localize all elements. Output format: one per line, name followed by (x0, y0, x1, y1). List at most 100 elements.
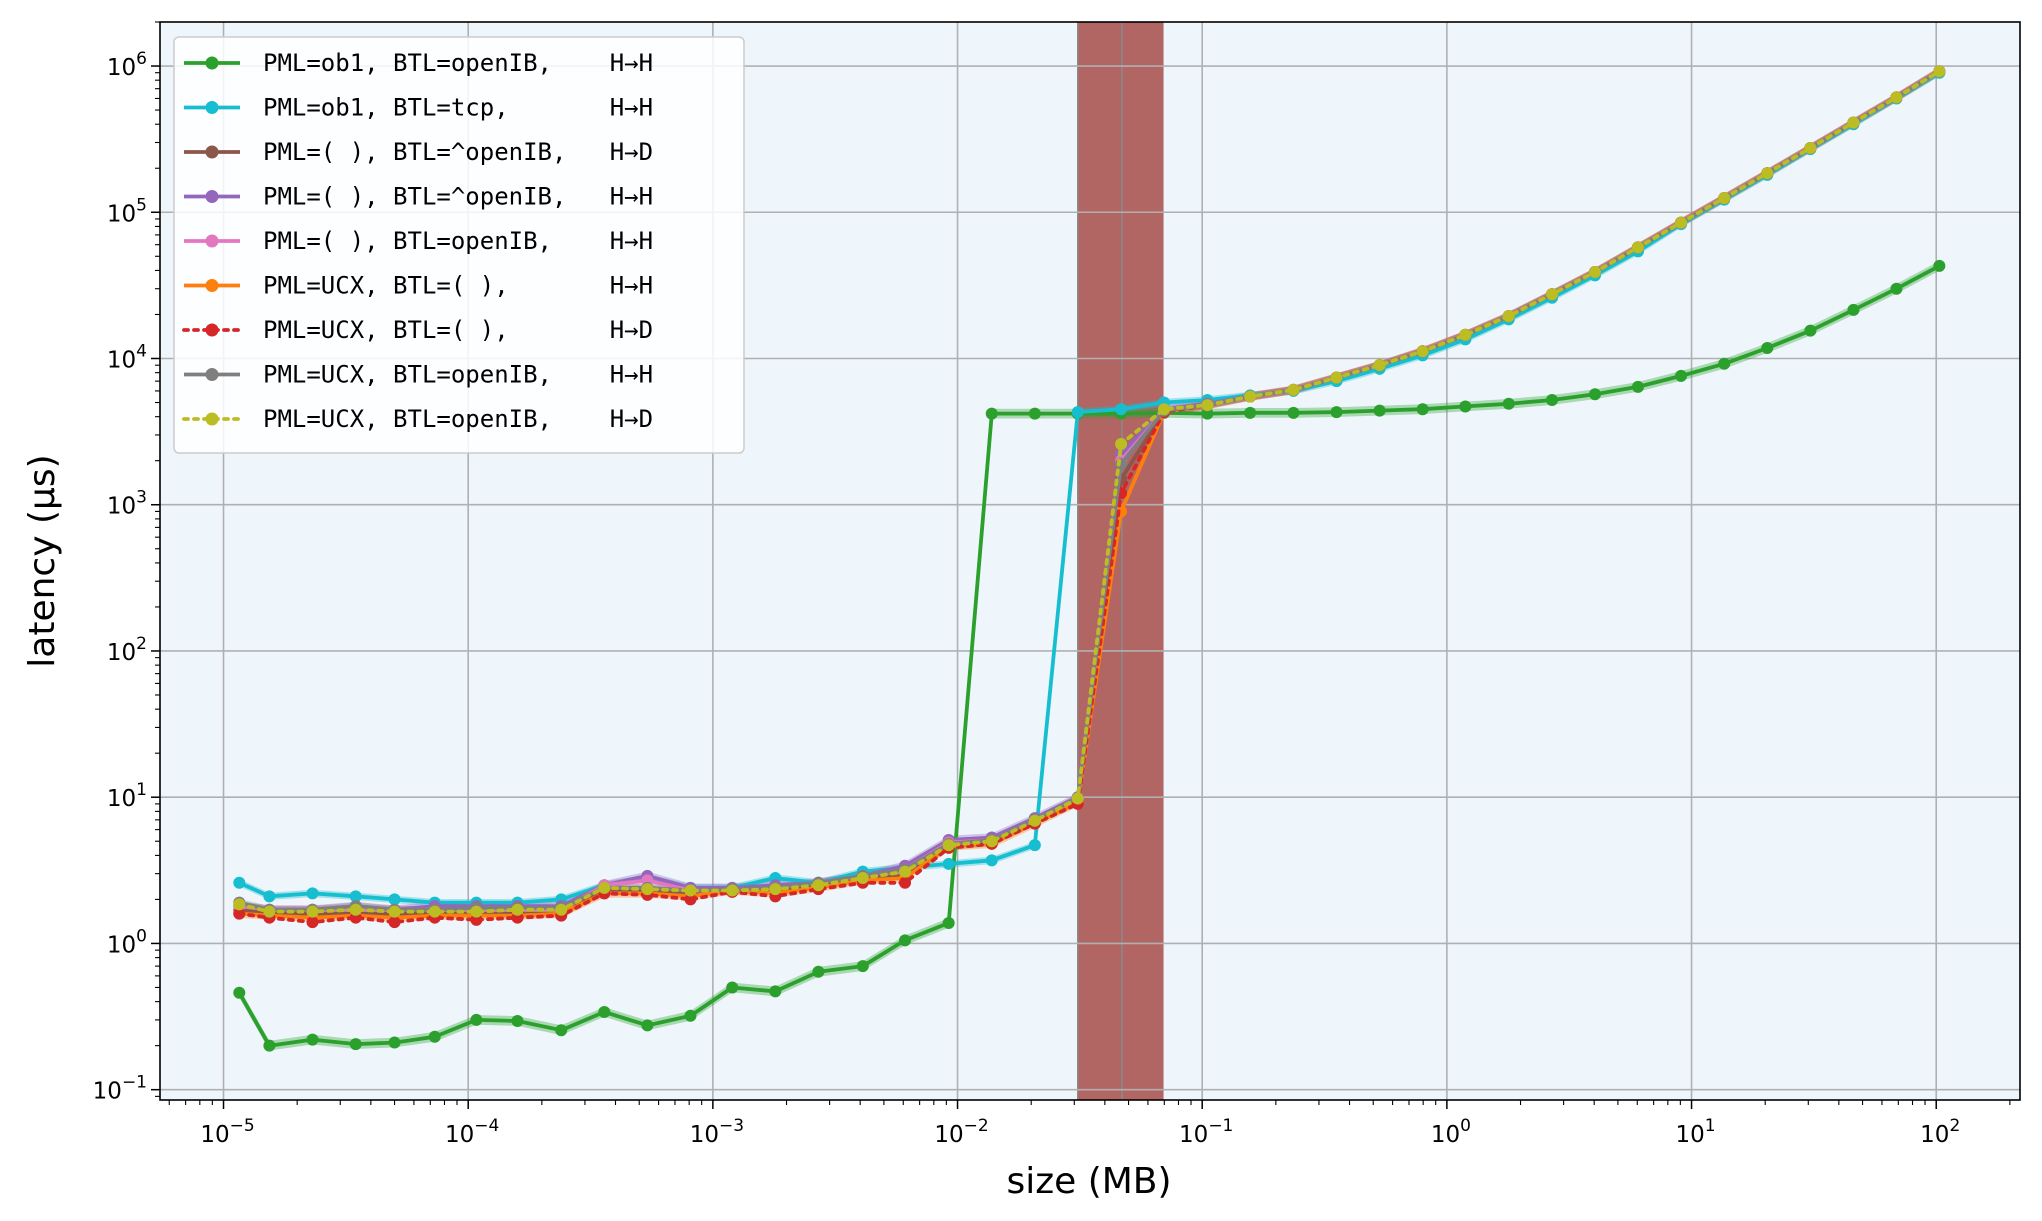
data-point (306, 916, 319, 929)
data-point (306, 905, 319, 918)
data-point (1287, 383, 1300, 396)
series-pml-ucx-btl-openib-h-d (233, 65, 1946, 918)
data-point (306, 887, 319, 900)
data-point (555, 903, 568, 916)
data-point (470, 913, 483, 926)
data-point (856, 960, 869, 973)
y-tick-label-5: 104 (107, 341, 147, 373)
data-point (1201, 407, 1214, 420)
data-point (1588, 388, 1601, 401)
x-tick-label-0: 10−5 (200, 1116, 254, 1148)
legend-swatch-marker (205, 234, 219, 248)
data-point (1890, 282, 1903, 295)
legend-swatch-marker (205, 368, 219, 381)
legend-box (173, 36, 745, 454)
series-lines (233, 65, 1946, 1052)
data-point (1115, 438, 1128, 451)
data-point (1330, 406, 1343, 419)
legend-label: PML=UCX, BTL=( ), H→D (263, 316, 653, 344)
legend-label: PML=ob1, BTL=tcp, H→H (263, 94, 653, 122)
data-point (1028, 839, 1041, 852)
legend-item: PML=( ), BTL=openIB, H→H (184, 227, 653, 255)
data-point (1416, 403, 1429, 416)
legend-label: PML=( ), BTL=openIB, H→H (263, 227, 653, 255)
data-point (1546, 288, 1559, 301)
data-point (769, 985, 782, 998)
data-point (641, 883, 654, 896)
x-tick-label-4: 10−1 (1179, 1116, 1233, 1148)
legend-item: PML=UCX, BTL=( ), H→H (184, 272, 653, 300)
legend-swatch-marker (205, 145, 219, 159)
legend-item: PML=ob1, BTL=tcp, H→H (184, 94, 653, 122)
data-point (684, 1009, 697, 1022)
data-point (985, 835, 998, 848)
data-point (1933, 65, 1946, 78)
legend-swatch-marker (205, 56, 219, 70)
legend-item: PML=UCX, BTL=openIB, H→D (182, 405, 653, 433)
data-point (555, 1024, 568, 1037)
data-point (511, 1014, 524, 1027)
legend-item: PML=UCX, BTL=( ), H→D (182, 316, 653, 344)
data-point (726, 884, 739, 897)
data-point (233, 907, 246, 920)
data-point (684, 893, 697, 906)
x-tick-label-3: 10−2 (934, 1116, 988, 1148)
data-point (985, 854, 998, 867)
data-point (726, 981, 739, 994)
data-point (856, 872, 869, 885)
data-point (899, 865, 912, 878)
data-point (1071, 792, 1084, 805)
legend-label: PML=ob1, BTL=openIB, H→H (263, 49, 653, 77)
data-point (388, 893, 401, 906)
data-point (349, 903, 362, 916)
plot-frame (159, 21, 2021, 1101)
data-point (1675, 216, 1688, 229)
data-point (1287, 406, 1300, 419)
y-tick-label-3: 102 (107, 634, 147, 666)
data-point (942, 857, 955, 870)
data-point (511, 903, 524, 916)
y-tick-label-1: 100 (107, 926, 147, 958)
data-point (684, 884, 697, 897)
data-point (1546, 394, 1559, 407)
data-point (428, 905, 441, 918)
legend-label: PML=UCX, BTL=( ), H→H (263, 272, 653, 300)
legend-label: PML=UCX, BTL=openIB, H→D (263, 405, 653, 433)
data-point (598, 1005, 611, 1018)
legend-swatch-marker (205, 101, 219, 114)
data-point (1631, 241, 1644, 254)
x-tick-label-1: 10−4 (445, 1116, 499, 1148)
legend-swatch-marker (205, 412, 219, 426)
y-tick-label-7: 106 (107, 49, 147, 81)
y-tick-label-2: 101 (107, 780, 147, 812)
data-point (1847, 303, 1860, 316)
data-point (1804, 324, 1817, 337)
data-point (349, 1038, 362, 1051)
data-point (1459, 328, 1472, 341)
legend-swatch-marker (205, 190, 219, 203)
data-point (1588, 266, 1601, 279)
legend-label: PML=( ), BTL=^openIB, H→H (263, 183, 653, 211)
data-point (428, 1030, 441, 1043)
data-point (1631, 380, 1644, 393)
data-point (1933, 259, 1946, 272)
data-point (263, 890, 276, 903)
data-point (1158, 403, 1171, 416)
data-point (1330, 371, 1343, 384)
data-point (1761, 167, 1774, 180)
x-tick-label-5: 100 (1431, 1116, 1471, 1148)
data-point (1718, 357, 1731, 370)
legend-label: PML=( ), BTL=^openIB, H→D (263, 138, 653, 166)
data-point (942, 839, 955, 852)
data-point (899, 876, 912, 889)
data-point (1071, 406, 1084, 419)
data-point (1890, 91, 1903, 104)
data-point (812, 879, 825, 892)
legend-item: PML=ob1, BTL=openIB, H→H (184, 49, 653, 77)
data-point (899, 934, 912, 947)
data-point (769, 883, 782, 896)
x-tick-label-6: 101 (1675, 1116, 1715, 1148)
data-point (233, 986, 246, 999)
data-point (388, 1036, 401, 1049)
data-point (985, 407, 998, 420)
